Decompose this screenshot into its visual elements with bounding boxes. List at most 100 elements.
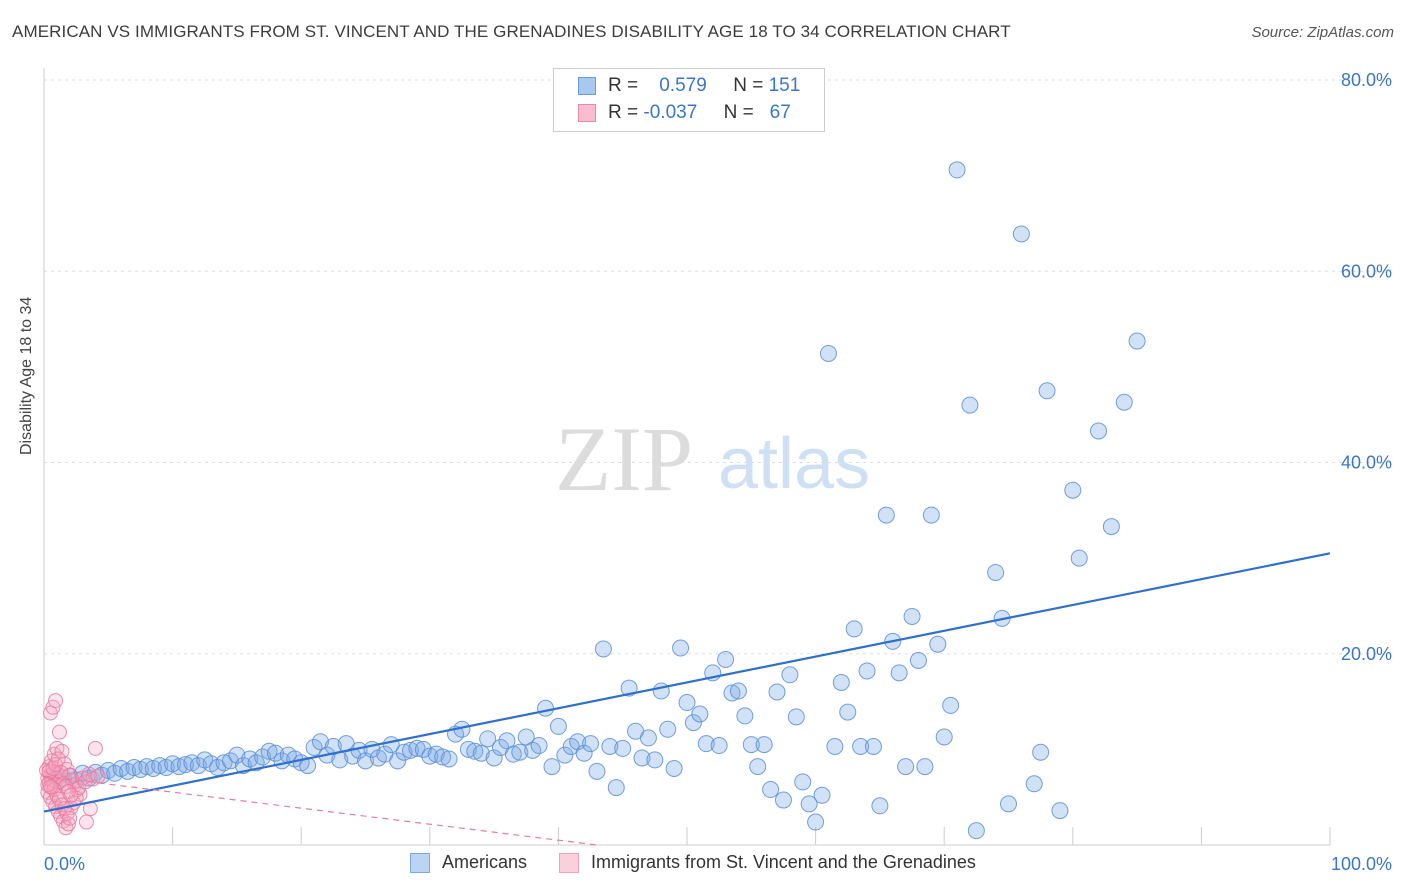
americans-point: [254, 748, 272, 766]
americans-point: [768, 683, 786, 701]
americans-point: [440, 750, 458, 768]
americans-point: [794, 773, 812, 791]
americans-point: [729, 682, 747, 700]
americans-point: [864, 738, 882, 756]
americans-point: [504, 745, 522, 763]
legend-n-label: N =: [723, 102, 754, 123]
y-tick-label: 80.0%: [1341, 70, 1392, 90]
trend-lines: [43, 552, 1331, 846]
watermark-zip: ZIP: [555, 408, 693, 510]
legend-n-value: 67: [769, 102, 791, 123]
americans-point: [594, 640, 612, 658]
americans-point: [1090, 422, 1108, 440]
americans-point: [774, 791, 792, 809]
americans-point: [897, 758, 915, 776]
americans-point: [987, 563, 1005, 581]
americans-point: [813, 786, 831, 804]
legend-row-americans: R = 0.579 N = 151: [578, 75, 800, 97]
americans-point: [1025, 775, 1043, 793]
y-tick-label: 60.0%: [1341, 261, 1392, 281]
americans-point: [434, 748, 452, 766]
americans-point: [344, 747, 362, 765]
americans-point: [646, 751, 664, 769]
watermark: ZIP atlas: [555, 408, 870, 510]
americans-point: [1070, 549, 1088, 567]
legend-swatch-immigrants: [559, 852, 580, 873]
immigrants-point: [78, 814, 94, 830]
y-tick-label: 40.0%: [1341, 453, 1392, 473]
legend-swatch-immigrants: [578, 104, 596, 122]
americans-point: [614, 739, 632, 757]
legend-r-value: -0.037: [643, 102, 698, 123]
americans-point: [1032, 743, 1050, 761]
americans-point: [697, 735, 715, 753]
americans-point: [665, 760, 683, 777]
americans-point: [929, 635, 947, 653]
americans-point: [414, 740, 432, 758]
americans-point: [832, 673, 850, 691]
x-tick-label: 100.0%: [1331, 854, 1392, 874]
americans-point: [845, 620, 863, 638]
americans-point: [749, 758, 767, 776]
americans-point: [176, 756, 194, 774]
americans-point: [601, 738, 619, 756]
americans-point: [588, 762, 606, 780]
americans-point: [691, 705, 709, 723]
americans-point: [1102, 518, 1120, 536]
americans-point: [948, 161, 966, 179]
americans-point: [247, 754, 265, 772]
trend-line-0: [43, 552, 1331, 813]
americans-point: [678, 694, 696, 712]
americans-point: [511, 743, 529, 761]
americans-point: [684, 714, 702, 732]
immigrants-point: [87, 740, 103, 756]
trend-line-1: [43, 775, 598, 846]
americans-point: [639, 729, 657, 747]
americans-point: [607, 779, 625, 797]
americans-point: [871, 797, 889, 815]
immigrants-point: [54, 743, 70, 759]
americans-point: [189, 757, 207, 775]
immigrants-point: [62, 810, 78, 826]
americans-point: [582, 735, 600, 753]
immigrants-point: [51, 724, 67, 740]
americans-point: [1128, 332, 1146, 350]
legend-label-americans: Americans: [442, 852, 528, 872]
immigrants-point: [40, 777, 56, 793]
americans-point: [549, 717, 567, 735]
americans-point: [1064, 481, 1082, 499]
americans-point: [710, 737, 728, 755]
legend-n-value: 151: [768, 75, 801, 96]
legend-n-label: N =: [733, 75, 764, 96]
americans-point: [659, 720, 677, 738]
americans-point: [125, 759, 143, 777]
americans-point: [556, 746, 574, 764]
americans-point: [221, 752, 239, 770]
americans-point: [1038, 382, 1056, 400]
data-points: [39, 161, 1146, 840]
americans-point: [736, 707, 754, 725]
americans-point: [781, 666, 799, 684]
legend-r-label: R =: [608, 102, 639, 123]
americans-point: [723, 684, 741, 702]
americans-point: [138, 758, 156, 776]
americans-point: [305, 738, 323, 756]
americans-point: [961, 396, 979, 414]
americans-point: [228, 746, 246, 764]
americans-point: [421, 747, 439, 765]
americans-point: [672, 639, 690, 657]
immigrants-point: [48, 693, 64, 709]
tick-labels: 20.0% 40.0% 60.0% 80.0% 0.0% 100.0%: [44, 70, 1392, 874]
americans-point: [839, 703, 857, 721]
americans-point: [742, 736, 760, 754]
legend-row-immigrants: R = -0.037 N = 67: [578, 102, 791, 124]
legend-label-immigrants: Immigrants from St. Vincent and the Gren…: [591, 852, 976, 872]
source-label: Source: ZipAtlas.com: [1251, 24, 1394, 41]
watermark-atlas: atlas: [718, 424, 870, 504]
americans-point: [819, 344, 837, 362]
grid-lines: [44, 79, 1392, 655]
chart-title: AMERICAN VS IMMIGRANTS FROM ST. VINCENT …: [12, 22, 1011, 41]
americans-point: [942, 696, 960, 714]
legend-item-americans: Americans: [410, 852, 527, 873]
